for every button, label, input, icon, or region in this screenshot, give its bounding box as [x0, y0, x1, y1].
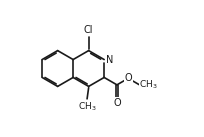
Text: O: O — [124, 73, 132, 83]
Text: O: O — [113, 98, 121, 108]
Text: CH$_3$: CH$_3$ — [140, 79, 158, 91]
Text: CH$_3$: CH$_3$ — [78, 100, 96, 113]
Text: Cl: Cl — [84, 25, 93, 35]
Text: N: N — [106, 55, 114, 65]
